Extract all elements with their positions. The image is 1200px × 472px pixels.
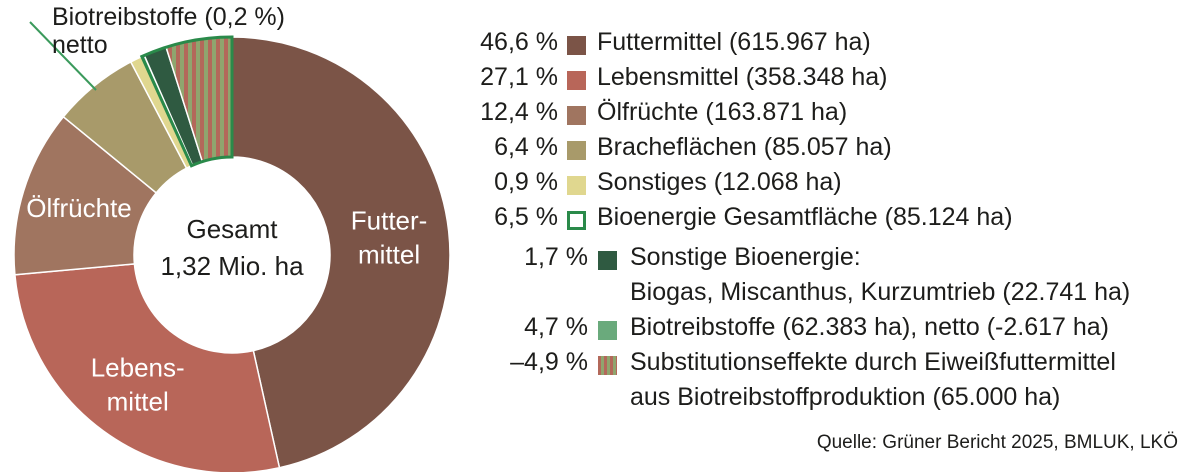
center-label-line1: Gesamt xyxy=(186,214,278,244)
legend-pct: 27,1 % xyxy=(480,63,558,91)
legend-label: Biotreibstoffe (62.383 ha), netto (-2.61… xyxy=(630,313,1110,341)
slice-lebensmittel xyxy=(14,263,281,472)
bioenergy-outline xyxy=(139,35,234,168)
legend-swatch xyxy=(567,36,586,55)
legend-pct: 12,4 % xyxy=(480,98,558,126)
legend-label: Ölfrüchte (163.871 ha) xyxy=(597,98,848,126)
legend-pct: 1,7 % xyxy=(524,243,588,271)
slice-label: mittel xyxy=(358,240,420,270)
legend-pct: 6,4 % xyxy=(494,133,558,161)
legend-swatch xyxy=(598,321,617,340)
legend-swatch xyxy=(598,251,617,270)
legend-label: Sonstiges (12.068 ha) xyxy=(597,168,842,196)
legend-label: Bioenergie Gesamtfläche (85.124 ha) xyxy=(597,203,1013,231)
slice-label: Ölfrüchte xyxy=(26,193,132,223)
legend-swatch xyxy=(567,211,586,230)
center-label-line2: 1,32 Mio. ha xyxy=(160,251,304,281)
slice-label: Lebens- xyxy=(91,352,185,382)
legend-swatch xyxy=(567,176,586,195)
legend-swatch xyxy=(567,141,586,160)
legend-pct: –4,9 % xyxy=(510,348,588,376)
legend-label: Bracheflächen (85.057 ha) xyxy=(597,133,892,161)
legend-pct: 6,5 % xyxy=(494,203,558,231)
callout-line xyxy=(29,21,97,91)
callout-label-line1: Biotreibstoffe (0,2 %) xyxy=(52,3,285,31)
legend-label: Sonstige Bioenergie: xyxy=(630,243,861,271)
legend-pct: 46,6 % xyxy=(480,28,558,56)
legend-label-line2: Biogas, Miscanthus, Kurzumtrieb (22.741 … xyxy=(630,278,1131,306)
legend-label: Futtermittel (615.967 ha) xyxy=(597,28,871,56)
slice-label: Futter- xyxy=(351,206,428,236)
legend-label: Substitutionseffekte durch Eiweißfutterm… xyxy=(630,348,1116,376)
callout-label-line2: netto xyxy=(52,31,108,59)
legend-pct: 4,7 % xyxy=(524,313,588,341)
donut-chart: Futter-mittel Lebens-mittel Ölfrüchte Gesa… xyxy=(13,3,451,472)
slice-label: mittel xyxy=(107,386,169,416)
legend-swatch xyxy=(598,356,617,375)
legend-label-line2: aus Biotreibstoffproduktion (65.000 ha) xyxy=(630,383,1061,411)
legend-swatch xyxy=(567,71,586,90)
slice-futtermittel xyxy=(231,36,451,469)
source-note: Quelle: Grüner Bericht 2025, BMLUK, LKÖ xyxy=(816,432,1178,453)
legend-label: Lebensmittel (358.348 ha) xyxy=(597,63,888,91)
legend-pct: 0,9 % xyxy=(494,168,558,196)
legend-swatch xyxy=(567,106,586,125)
